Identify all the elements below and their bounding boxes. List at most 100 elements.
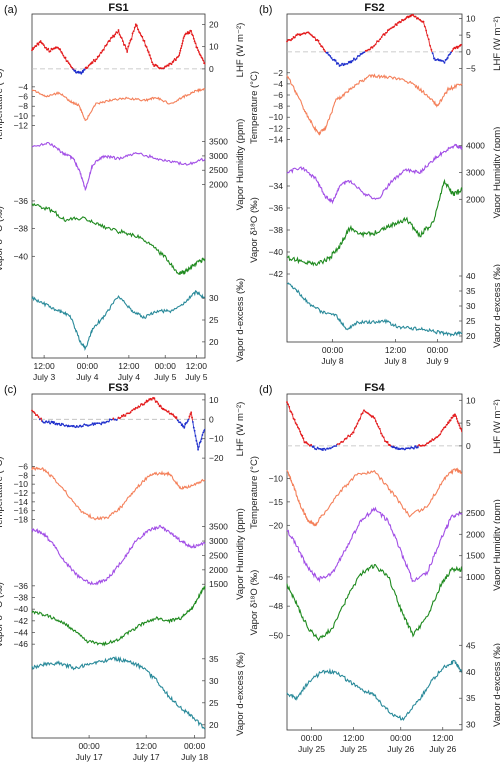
lhf-point [96, 422, 99, 425]
lhf-point [117, 29, 120, 31]
lhf-point [360, 413, 363, 415]
y-tick-label: 30 [209, 676, 219, 686]
lhf-point [121, 40, 124, 43]
lhf-point [197, 49, 199, 52]
lhf-point [341, 62, 344, 65]
lhf-point [422, 444, 424, 447]
y-tick-label: −48 [269, 601, 284, 611]
temperature-axis-label: Temperature (°C) [0, 69, 5, 142]
lhf-point [191, 34, 194, 37]
lhf-point [62, 54, 65, 57]
lhf-point [66, 60, 69, 63]
lhf-point [192, 426, 195, 429]
lhf-point [374, 420, 377, 423]
temperature-axis-label: Temperature (°C) [249, 456, 260, 529]
lhf-point [456, 47, 459, 49]
lhf-point [173, 57, 176, 60]
lhf-point [397, 448, 400, 451]
lhf-point [451, 50, 454, 52]
lhf-point [326, 447, 329, 450]
y-tick-label: −14 [14, 497, 29, 507]
lhf-point [353, 427, 356, 430]
lhf-point [456, 420, 459, 423]
x-tick-date-label: July 4 [118, 372, 140, 382]
lhf-point [182, 37, 185, 39]
panel-frame [31, 393, 206, 739]
lhf-point [419, 19, 422, 22]
lhf-point [37, 415, 40, 418]
lhf-point [294, 422, 297, 425]
lhf-point [460, 427, 463, 430]
lhf-point [145, 46, 148, 48]
lhf-point [349, 435, 351, 438]
x-tick-time-label: 12:00 [33, 361, 55, 371]
vapor-d18o-line [31, 202, 206, 276]
x-tick-time-label: 00:00 [184, 741, 206, 751]
lhf-point [198, 53, 201, 56]
lhf-point [381, 434, 384, 437]
lhf-point [356, 55, 359, 57]
lhf-point [290, 411, 293, 414]
lhf-point [131, 32, 134, 35]
x-tick-time-label: 12:00 [136, 741, 158, 751]
vapor-dexcess-line [31, 655, 206, 730]
lhf-point [134, 23, 137, 26]
y-tick-label: −34 [269, 181, 284, 191]
lhf-point [102, 421, 104, 424]
lhf-point [303, 32, 305, 34]
lhf-point [337, 62, 340, 65]
lhf-point [360, 52, 363, 55]
y-tick-label: −38 [14, 224, 29, 234]
x-tick-time-label: 00:00 [301, 733, 323, 743]
lhf-point [377, 40, 380, 43]
lhf-series-0: 20 10 0 LHF (W m⁻²) [31, 19, 246, 77]
lhf-point [49, 422, 52, 425]
lhf-point [376, 40, 379, 43]
lhf-point [174, 416, 177, 418]
temperature-series-2: −6−8−10−12−14−16−18 Temperature (°C) [0, 457, 206, 529]
y-tick-label: 1000 [466, 572, 485, 582]
lhf-point [86, 424, 89, 427]
lhf-point [286, 40, 288, 43]
lhf-point [170, 63, 173, 66]
temperature-line [31, 466, 206, 521]
y-tick-label: −40 [14, 604, 29, 614]
lhf-point [318, 447, 320, 450]
y-tick-label: −6 [18, 92, 28, 102]
lhf-point [114, 33, 117, 36]
lhf-point [313, 36, 316, 39]
y-tick-label: 40 [466, 271, 476, 281]
y-tick-label: 2500 [466, 508, 485, 518]
lhf-axis-label: LHF (W m⁻²) [492, 16, 500, 71]
y-tick-label: −36 [269, 203, 284, 213]
lhf-point [121, 414, 123, 417]
y-tick-label: −10 [14, 479, 29, 489]
lhf-point [373, 417, 376, 419]
panel-frame [286, 13, 463, 343]
lhf-point [424, 443, 427, 446]
lhf-point [412, 447, 415, 450]
vapor-humidity-line [31, 524, 206, 586]
lhf-point [290, 39, 292, 42]
lhf-point [188, 32, 191, 35]
lhf-point [32, 410, 35, 413]
y-tick-label: 2000 [466, 194, 485, 204]
lhf-point [74, 69, 77, 72]
lhf-point [357, 419, 360, 422]
lhf-point [129, 39, 132, 42]
lhf-point [130, 38, 133, 41]
lhf-point [126, 412, 129, 415]
lhf-point [117, 416, 120, 419]
lhf-point [120, 37, 123, 39]
y-tick-label: −36 [14, 581, 29, 591]
lhf-point [380, 36, 383, 38]
y-tick-label: 35 [466, 693, 476, 703]
panel-label: (a) [4, 4, 17, 16]
lhf-point [355, 425, 358, 428]
lhf-point [414, 445, 417, 447]
lhf-point [179, 421, 182, 424]
lhf-point [438, 59, 441, 61]
lhf-point [87, 64, 90, 67]
